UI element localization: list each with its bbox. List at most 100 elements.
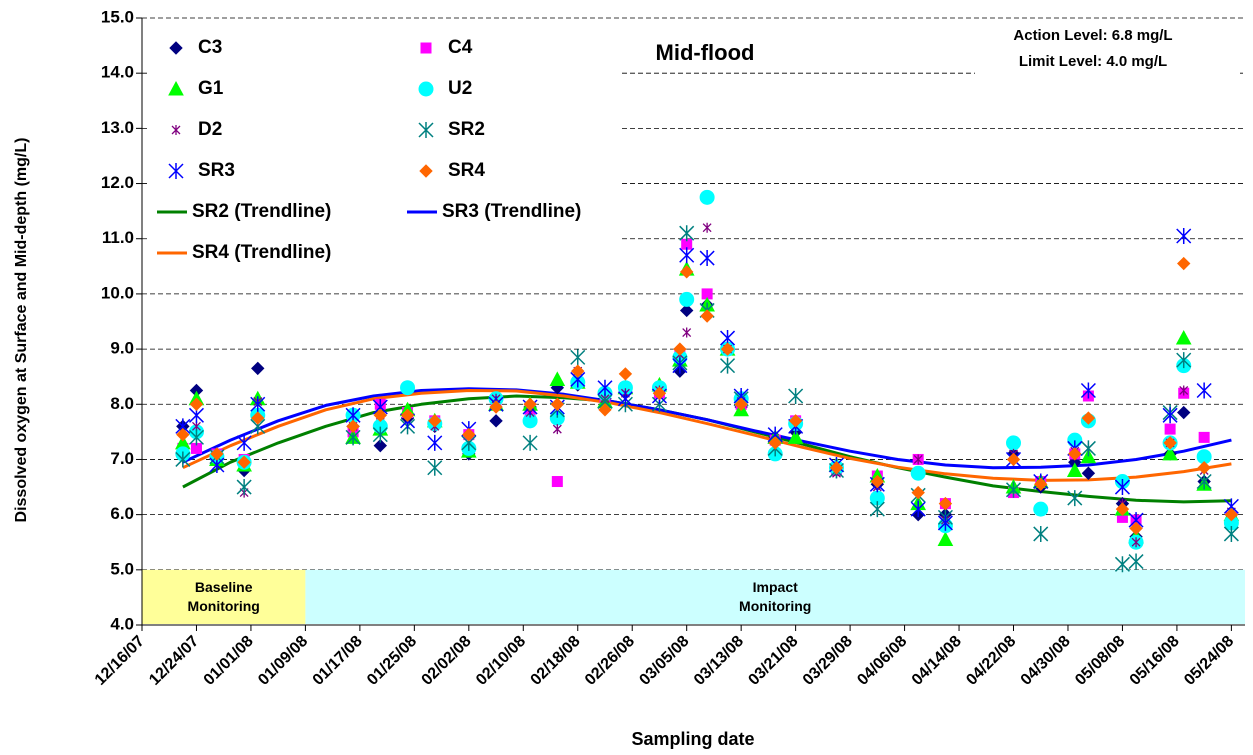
x-tick-label: 12/24/07 xyxy=(146,633,202,689)
marker-circle xyxy=(679,291,695,307)
x-tick-label: 01/25/08 xyxy=(364,633,420,689)
y-tick-label: 7.0 xyxy=(110,449,134,468)
marker-star xyxy=(1005,481,1022,498)
y-tick-label: 5.0 xyxy=(110,559,134,578)
marker-triangle xyxy=(937,531,954,546)
marker-circle xyxy=(699,189,715,205)
legend-label: U2 xyxy=(448,78,472,99)
y-tick-label: 13.0 xyxy=(101,118,134,137)
marker-diamond xyxy=(1177,405,1191,420)
marker-star xyxy=(168,163,184,179)
marker-star xyxy=(250,396,266,413)
marker-square xyxy=(420,42,432,54)
marker-diamond xyxy=(870,474,885,489)
x-tick-label: 02/10/08 xyxy=(473,633,529,689)
band-layer xyxy=(142,569,1245,624)
y-tick-label: 4.0 xyxy=(110,614,134,633)
marker-diamond xyxy=(550,397,565,411)
x-tick-label: 05/24/08 xyxy=(1181,633,1237,689)
marker-diamond xyxy=(652,386,667,400)
marker-circle xyxy=(1006,435,1022,451)
y-tick-label: 9.0 xyxy=(110,339,134,358)
marker-triangle xyxy=(1066,462,1083,477)
marker-diamond xyxy=(210,447,224,461)
marker-star xyxy=(1176,352,1192,369)
x-tick-label: 12/16/07 xyxy=(92,633,148,689)
x-tick-label: 05/08/08 xyxy=(1072,633,1128,689)
marker-diamond xyxy=(400,408,415,423)
x-tick-label: 02/26/08 xyxy=(582,633,638,689)
marker-square xyxy=(1198,431,1210,443)
x-tick-label: 04/14/08 xyxy=(909,633,965,689)
marker-star xyxy=(1114,556,1130,573)
marker-triangle xyxy=(168,80,184,96)
x-tick-label: 04/22/08 xyxy=(963,633,1019,689)
x-tick-label: 04/30/08 xyxy=(1018,633,1074,689)
marker-triangle xyxy=(549,371,566,386)
marker-star xyxy=(679,225,695,242)
marker-star xyxy=(679,247,695,264)
marker-diamond xyxy=(768,436,782,450)
x-axis-title: Sampling date xyxy=(631,729,754,749)
legend-label: D2 xyxy=(198,119,222,140)
marker-diamond xyxy=(734,397,748,411)
x-tick-label: 01/17/08 xyxy=(310,633,366,689)
y-tick-label: 15.0 xyxy=(101,7,134,26)
marker-diamond xyxy=(1197,461,1211,475)
marker-asterisk xyxy=(1179,385,1189,396)
y-tick-label: 6.0 xyxy=(110,504,134,523)
x-tick-label: 04/06/08 xyxy=(854,633,910,689)
marker-diamond xyxy=(1068,447,1082,461)
legend-box xyxy=(150,28,620,276)
marker-star xyxy=(1080,382,1096,399)
legend-label: SR2 (Trendline) xyxy=(192,201,331,222)
marker-triangle xyxy=(1175,330,1192,345)
x-tick-label: 01/01/08 xyxy=(201,633,257,689)
marker-diamond xyxy=(346,419,360,434)
marker-star xyxy=(570,349,586,366)
marker-diamond xyxy=(462,427,476,442)
marker-star xyxy=(788,387,804,404)
marker-diamond xyxy=(373,438,388,453)
marker-star xyxy=(188,429,204,446)
marker-diamond xyxy=(489,400,503,414)
marker-diamond xyxy=(1115,502,1130,516)
x-tick-label: 03/29/08 xyxy=(800,633,856,689)
marker-star xyxy=(427,459,443,476)
marker-star xyxy=(1196,473,1212,490)
y-tick-label: 10.0 xyxy=(101,283,134,302)
marker-circle xyxy=(418,81,434,97)
marker-star xyxy=(1067,490,1083,507)
legend-label: SR2 xyxy=(448,119,485,140)
marker-circle xyxy=(1033,501,1049,517)
marker-diamond xyxy=(428,414,442,428)
marker-star xyxy=(1196,382,1212,399)
marker-diamond xyxy=(679,303,694,318)
marker-star xyxy=(1176,227,1192,244)
x-tick-label: 01/09/08 xyxy=(255,633,311,689)
legend-label: C4 xyxy=(448,37,473,58)
marker-star xyxy=(1162,407,1178,424)
annotation: Limit Level: 4.0 mg/L xyxy=(1019,53,1167,70)
marker-star xyxy=(672,357,688,374)
trendline xyxy=(182,387,1232,470)
marker-circle xyxy=(910,465,926,481)
marker-diamond xyxy=(571,364,585,378)
marker-star xyxy=(1114,479,1130,496)
marker-star xyxy=(869,501,885,518)
mark-layer xyxy=(175,189,1240,573)
marker-triangle xyxy=(787,429,804,444)
trendline xyxy=(182,389,1232,482)
y-tick-label: 12.0 xyxy=(101,173,134,192)
marker-diamond xyxy=(251,361,265,376)
x-tick-label: 02/18/08 xyxy=(528,633,584,689)
legend-label: SR4 (Trendline) xyxy=(192,242,331,263)
marker-diamond xyxy=(176,427,190,442)
marker-diamond xyxy=(237,455,251,469)
monitoring-band xyxy=(142,569,306,624)
marker-star xyxy=(699,250,715,267)
marker-star xyxy=(937,514,953,531)
marker-star xyxy=(427,434,443,451)
marker-diamond xyxy=(1034,477,1048,491)
monitoring-band xyxy=(305,569,1245,624)
